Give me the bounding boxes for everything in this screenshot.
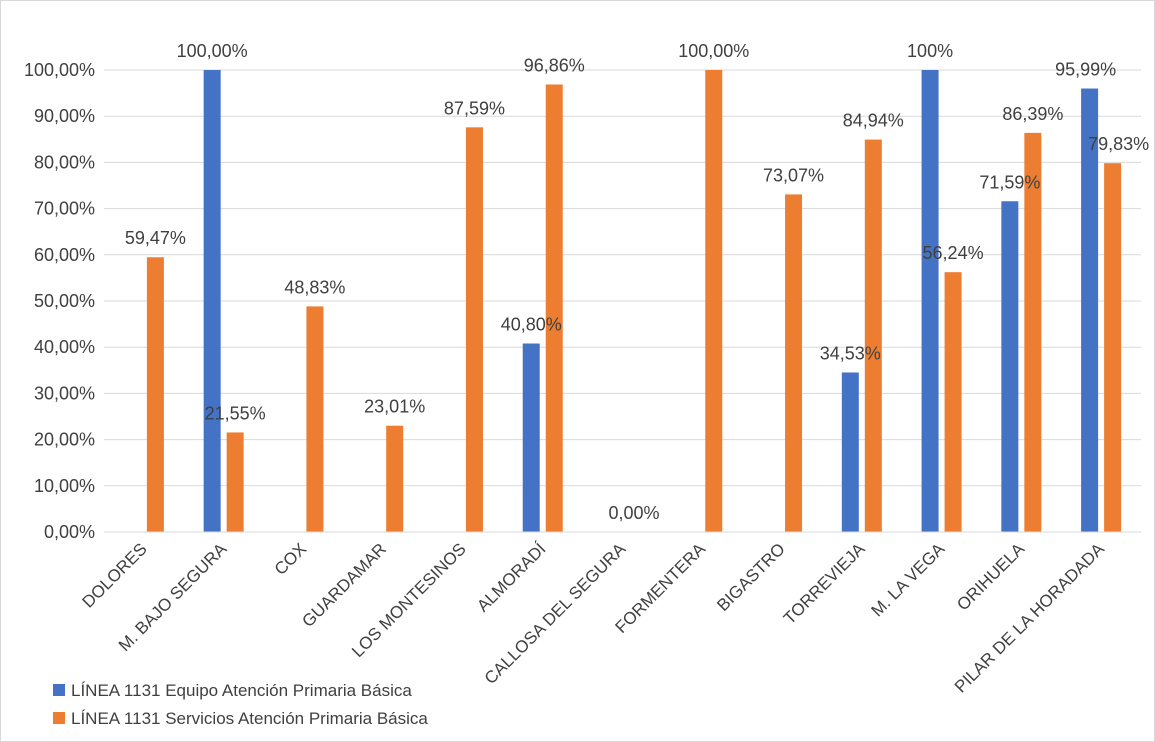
category-label: BIGASTRO xyxy=(713,539,789,615)
bar xyxy=(1104,163,1122,532)
legend-label: LÍNEA 1131 Equipo Atención Primaria Bási… xyxy=(71,681,412,700)
data-label: 96,86% xyxy=(524,56,585,76)
data-labels: 100,00% 40,80% 34,53% 100% 71,59% 95,99% 59,47… xyxy=(125,41,1149,523)
y-tick-label: 10,00% xyxy=(34,476,95,496)
legend: LÍNEA 1131 Equipo Atención Primaria Bási… xyxy=(53,681,428,728)
data-label: 86,39% xyxy=(1002,104,1063,124)
category-label: M. LA VEGA xyxy=(867,539,948,620)
category-label: CALLOSA DEL SEGURA xyxy=(481,539,630,688)
category-label: COX xyxy=(271,539,310,578)
category-label: ALMORADÍ xyxy=(473,539,549,615)
y-tick-label: 100,00% xyxy=(24,60,95,80)
y-tick-label: 90,00% xyxy=(34,106,95,126)
legend-swatch xyxy=(53,684,65,696)
data-label: 79,83% xyxy=(1088,134,1149,154)
bars xyxy=(146,70,1122,533)
y-tick-label: 70,00% xyxy=(34,199,95,219)
bar xyxy=(465,127,483,532)
category-label: TORREVIEJA xyxy=(780,539,869,628)
y-tick-label: 60,00% xyxy=(34,245,95,265)
bar xyxy=(841,372,859,532)
bar xyxy=(203,70,221,532)
data-label: 100,00% xyxy=(177,41,248,61)
bar xyxy=(705,70,723,532)
bar xyxy=(306,306,324,532)
data-label: 100% xyxy=(907,41,953,61)
y-tick-label: 30,00% xyxy=(34,383,95,403)
bar xyxy=(522,343,540,532)
gridlines xyxy=(104,69,1141,487)
bar xyxy=(1001,201,1019,532)
data-label: 40,80% xyxy=(501,315,562,335)
data-label: 84,94% xyxy=(843,111,904,131)
bar xyxy=(921,70,939,532)
bar xyxy=(1081,88,1099,533)
y-axis-ticks: 0,00% 10,00% 20,00% 30,00% 40,00% 50,00% 60,00… xyxy=(24,60,95,542)
bar xyxy=(944,272,962,532)
bar xyxy=(545,84,563,532)
bar xyxy=(864,139,882,532)
category-label: ORIHUELA xyxy=(953,539,1028,614)
category-label: DOLORES xyxy=(78,539,150,611)
bar xyxy=(226,432,244,532)
data-label: 0,00% xyxy=(608,503,659,523)
category-label: PILAR DE LA HORADADA xyxy=(951,539,1109,697)
bar xyxy=(386,425,404,532)
data-label: 48,83% xyxy=(284,277,345,297)
bar xyxy=(785,194,803,532)
data-label: 59,47% xyxy=(125,228,186,248)
bar xyxy=(1024,132,1042,532)
data-label: 34,53% xyxy=(820,343,881,363)
data-label: 87,59% xyxy=(444,98,505,118)
data-label: 56,24% xyxy=(923,243,984,263)
y-tick-label: 20,00% xyxy=(34,430,95,450)
data-label: 21,55% xyxy=(205,403,266,423)
data-label: 73,07% xyxy=(763,165,824,185)
data-label: 95,99% xyxy=(1055,60,1116,80)
y-tick-label: 50,00% xyxy=(34,291,95,311)
data-label: 23,01% xyxy=(364,397,425,417)
data-label: 100,00% xyxy=(678,41,749,61)
legend-label: LÍNEA 1131 Servicios Atención Primaria B… xyxy=(71,709,428,728)
category-label: GUARDAMAR xyxy=(298,539,390,631)
bar xyxy=(146,257,164,532)
y-tick-label: 40,00% xyxy=(34,337,95,357)
legend-swatch xyxy=(53,712,65,724)
y-tick-label: 80,00% xyxy=(34,152,95,172)
data-label: 71,59% xyxy=(979,172,1040,192)
y-tick-label: 0,00% xyxy=(44,522,95,542)
